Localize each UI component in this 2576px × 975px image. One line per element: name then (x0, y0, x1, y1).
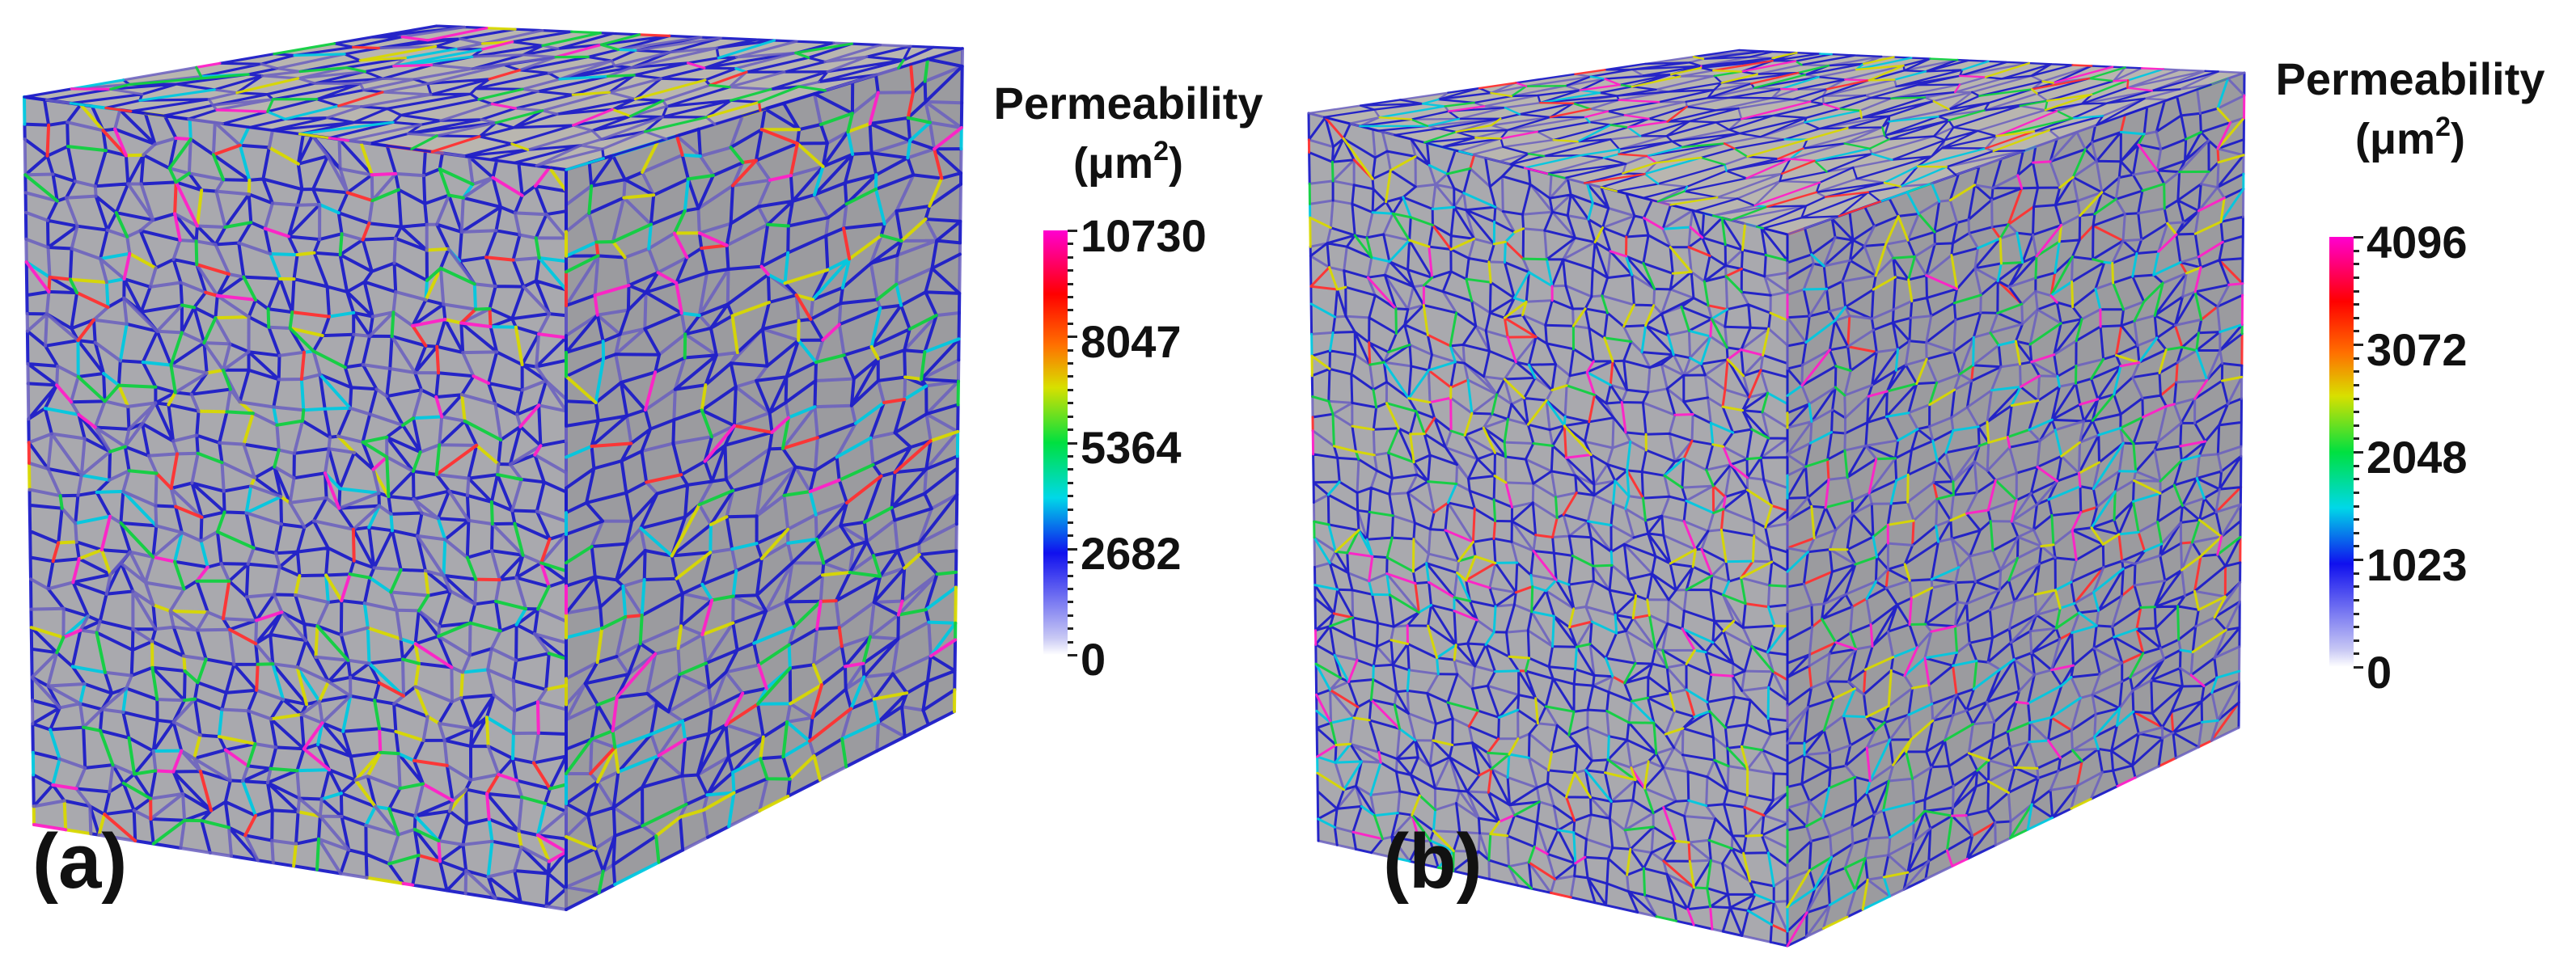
colorbar-tick-label: 0 (1081, 634, 1106, 685)
colorbar-tick (1068, 296, 1073, 299)
colorbar-title-b: Permeability (2275, 53, 2545, 104)
colorbar-a (1043, 230, 1068, 655)
colorbar-tick (1068, 402, 1073, 405)
colorbar-tick (2354, 478, 2359, 481)
colorbar-unit-b: (μm2) (2355, 112, 2465, 163)
colorbar-tick (2354, 397, 2359, 400)
colorbar-tick (1068, 375, 1073, 378)
colorbar-tick (1068, 230, 1077, 232)
colorbar-tick (2354, 652, 2359, 656)
panel-a: Permeability (μm2) 10730 8047 5364 2682 … (0, 0, 1286, 975)
colorbar-b (2329, 237, 2354, 667)
colorbar-tick (1068, 587, 1073, 590)
colorbar-tick (1068, 508, 1073, 511)
colorbar-tick (2354, 531, 2359, 534)
cube-top-face (24, 26, 962, 170)
colorbar-tick (2354, 451, 2363, 454)
colorbar-tick (1068, 269, 1073, 272)
colorbar-tick (2354, 263, 2359, 266)
colorbar-tick (2354, 316, 2359, 319)
colorbar-tick-label: 1023 (2367, 539, 2468, 590)
colorbar-tick-label: 0 (2367, 647, 2392, 698)
colorbar-tick (2354, 545, 2359, 548)
colorbar-tick (2354, 357, 2359, 360)
colorbar-tick-label: 10730 (1081, 210, 1207, 261)
colorbar-tick-label: 4096 (2367, 217, 2468, 268)
cube-render-a (23, 24, 964, 911)
colorbar-unit-a: (μm2) (1073, 136, 1183, 188)
pore-network (1307, 49, 2246, 948)
colorbar-tick (1068, 362, 1073, 365)
colorbar-tick (1068, 534, 1073, 538)
colorbar-tick-label: 2682 (1081, 528, 1182, 579)
colorbar-tick (2354, 598, 2359, 601)
colorbar-tick (1068, 428, 1073, 432)
colorbar-tick (1068, 454, 1073, 458)
colorbar-tick-label: 8047 (1081, 316, 1182, 367)
colorbar-tick (2354, 276, 2359, 279)
colorbar-tick (1068, 348, 1073, 352)
colorbar-tick (1068, 574, 1073, 577)
colorbar-tick (1068, 322, 1073, 325)
colorbar-tick (1068, 243, 1073, 246)
panel-b: Permeability (μm2) 4096 3072 2048 1023 0… (1286, 0, 2576, 975)
colorbar-tick (1068, 495, 1073, 498)
colorbar-tick (1068, 336, 1077, 339)
cube-render-b (1307, 49, 2246, 948)
colorbar-tick (2354, 559, 2363, 561)
colorbar-tick (2354, 424, 2359, 427)
colorbar-tick (1068, 561, 1073, 564)
colorbar-tick (2354, 236, 2363, 238)
colorbar-tick (2354, 585, 2359, 589)
cube-side-face (1787, 73, 2244, 946)
colorbar-tick (1068, 627, 1073, 631)
colorbar-tick (2354, 491, 2359, 494)
colorbar-tick (1068, 547, 1077, 551)
colorbar-tick-label: 2048 (2367, 432, 2468, 483)
colorbar-tick (2354, 370, 2359, 374)
cube-side-face (566, 49, 962, 910)
panel-label-b: (b) (1383, 818, 1483, 905)
panel-label-a: (a) (32, 818, 128, 905)
colorbar-tick (1068, 441, 1077, 445)
pore-network (23, 24, 964, 911)
colorbar-tick (2354, 518, 2359, 521)
colorbar-tick (1068, 601, 1073, 604)
colorbar-tick (1068, 415, 1073, 418)
colorbar-tick (2354, 411, 2359, 414)
colorbar-tick (2354, 612, 2359, 615)
colorbar-tick (2354, 383, 2359, 386)
colorbar-tick (1068, 521, 1073, 524)
colorbar-tick (2354, 249, 2359, 252)
colorbar-tick (2354, 330, 2359, 333)
colorbar-tick (2354, 303, 2359, 306)
colorbar-tick (1068, 468, 1073, 471)
colorbar-tick (2354, 464, 2359, 467)
colorbar-tick (2354, 666, 2363, 669)
colorbar-tick (1068, 640, 1073, 644)
colorbar-tick (1068, 255, 1073, 259)
colorbar-tick (2354, 626, 2359, 629)
colorbar-tick (1068, 282, 1073, 285)
colorbar-title-a: Permeability (993, 78, 1263, 129)
colorbar-tick (2354, 344, 2363, 346)
colorbar-tick (1068, 388, 1073, 391)
colorbar-tick (1068, 614, 1073, 617)
colorbar-tick (2354, 504, 2359, 508)
colorbar-tick (1068, 481, 1073, 484)
colorbar-tick (2354, 289, 2359, 293)
colorbar-tick (2354, 437, 2359, 441)
colorbar-tick (2354, 639, 2359, 642)
colorbar-tick-label: 3072 (2367, 324, 2468, 375)
colorbar-tick (1068, 309, 1073, 312)
colorbar-tick-label: 5364 (1081, 422, 1182, 473)
colorbar-tick (2354, 572, 2359, 575)
colorbar-tick (1068, 654, 1077, 656)
